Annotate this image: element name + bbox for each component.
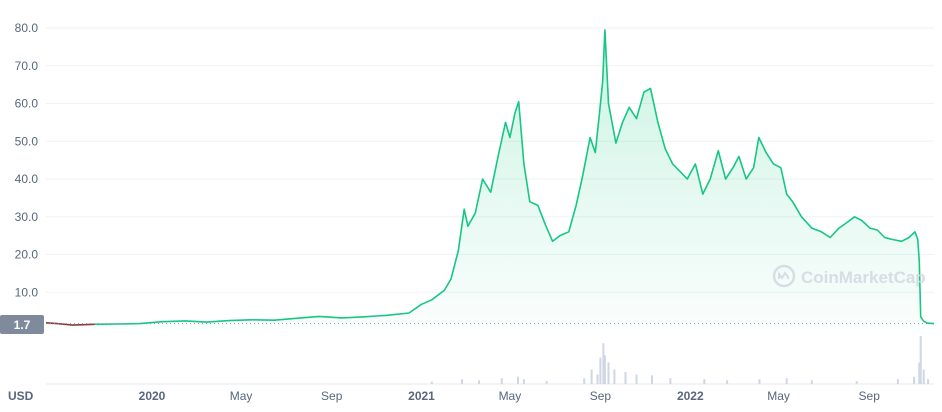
- volume-bar: [461, 379, 463, 384]
- volume-bar: [607, 362, 610, 384]
- volume-bar: [517, 376, 519, 384]
- volume-bar: [478, 380, 480, 384]
- y-tick-label: 80.0: [15, 21, 39, 35]
- volume-bar: [651, 375, 653, 384]
- volume-bar: [583, 378, 586, 384]
- volume-bar: [913, 376, 916, 384]
- volume-bar: [590, 369, 593, 384]
- current-price-label: 1.7: [14, 318, 31, 332]
- coinmarketcap-logo-icon: [772, 264, 796, 288]
- y-tick-label: 70.0: [15, 59, 39, 73]
- volume-bar: [545, 381, 548, 384]
- x-tick-label: May: [499, 389, 522, 403]
- x-tick-label: Sep: [859, 389, 881, 403]
- volume-bar: [922, 369, 925, 384]
- volume-bar: [919, 336, 922, 384]
- volume-bar: [726, 380, 729, 384]
- volume-bars: [46, 336, 934, 385]
- price-line: [94, 29, 935, 326]
- volume-bar: [613, 369, 616, 384]
- x-tick-label: Sep: [590, 389, 612, 403]
- volume-bar: [896, 379, 899, 384]
- volume-bar: [669, 378, 672, 384]
- x-tick-label: May: [767, 389, 790, 403]
- current-price-badge: 1.7: [0, 315, 44, 334]
- y-tick-label: 20.0: [15, 248, 39, 262]
- volume-bar: [500, 378, 503, 384]
- volume-bar: [810, 380, 813, 384]
- volume-bar: [603, 355, 606, 384]
- volume-bar: [430, 381, 433, 384]
- volume-bar: [624, 372, 627, 384]
- y-tick-label: 10.0: [15, 285, 39, 299]
- y-tick-label: 40.0: [15, 172, 39, 186]
- y-tick-label: 50.0: [15, 134, 39, 148]
- x-tick-label: May: [230, 389, 253, 403]
- currency-label: USD: [8, 389, 34, 403]
- volume-bar: [855, 381, 858, 384]
- x-tick-label: 2022: [677, 389, 704, 403]
- y-tick-label: 30.0: [15, 210, 39, 224]
- y-tick-label: 60.0: [15, 97, 39, 111]
- price-line-early: [45, 322, 95, 326]
- volume-bar: [758, 379, 761, 384]
- x-tick-label: Sep: [321, 389, 343, 403]
- brand-watermark: CoinMarketCap: [801, 268, 926, 287]
- volume-bar: [918, 362, 921, 384]
- coinmarketcap-logo-mark: [778, 271, 789, 280]
- volume-bar: [602, 343, 605, 384]
- y-axis: 10.0 20.0 30.0 40.0 50.0 60.0 70.0 80.0: [15, 21, 39, 299]
- volume-bar: [785, 378, 788, 384]
- volume-bar: [522, 379, 525, 384]
- x-axis: 2020 May Sep 2021 May Sep 2022 May Sep: [139, 389, 881, 403]
- volume-bar: [703, 379, 706, 384]
- watermark: CoinMarketCap: [772, 264, 926, 288]
- x-tick-label: 2020: [139, 389, 166, 403]
- volume-bar: [599, 357, 602, 384]
- volume-bar: [596, 374, 599, 384]
- price-area: [45, 29, 935, 331]
- price-area-fill: [46, 29, 934, 331]
- volume-bar: [635, 374, 638, 384]
- x-tick-label: 2021: [408, 389, 435, 403]
- volume-bar: [927, 379, 930, 384]
